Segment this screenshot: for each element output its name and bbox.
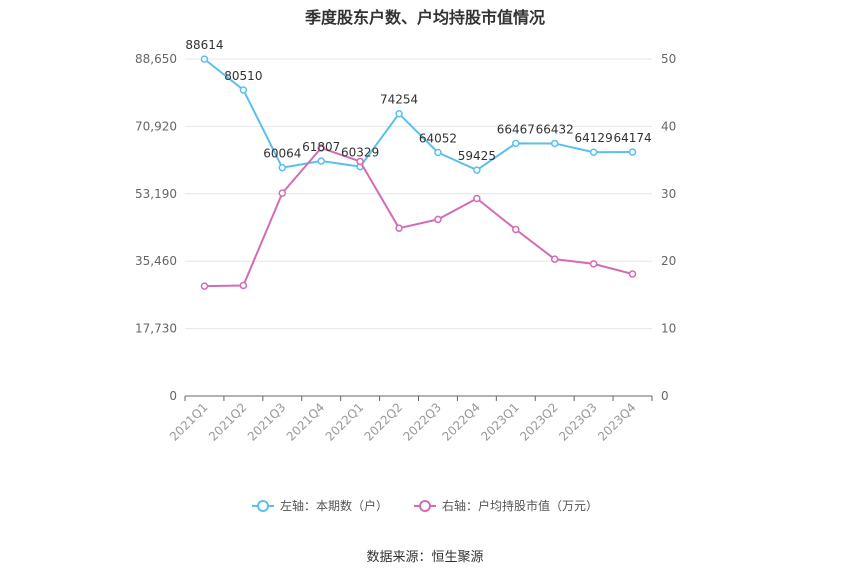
data-point <box>589 148 598 156</box>
data-point <box>512 225 520 234</box>
legend: 左轴：本期数（户） 右轴：户均持股市值（万元） <box>0 497 850 514</box>
data-label: 61807 <box>302 140 340 154</box>
right-axis-tick-label: 40 <box>661 119 676 133</box>
right-axis-tick-label: 20 <box>661 254 676 268</box>
series-layer <box>200 55 637 290</box>
x-axis-tick-label: 2021Q4 <box>284 400 328 444</box>
right-axis-tick-label: 50 <box>661 52 676 66</box>
left-axis-tick-label: 17,730 <box>135 322 177 336</box>
data-point <box>628 270 637 278</box>
left-axis-tick-label: 53,190 <box>135 187 177 201</box>
x-axis-tick-label: 2022Q1 <box>323 400 367 444</box>
legend-label-households: 左轴：本期数（户） <box>279 499 388 513</box>
data-label: 64174 <box>613 131 651 145</box>
data-point <box>473 194 481 203</box>
data-point <box>589 260 598 268</box>
legend-swatch-avg-market-value <box>414 499 436 512</box>
data-point <box>317 144 325 152</box>
x-axis-tick-label: 2022Q4 <box>439 400 483 444</box>
data-label: 59425 <box>458 149 496 163</box>
left-axis-tick-label: 70,920 <box>135 119 177 133</box>
series-line-1 <box>204 146 633 288</box>
data-label: 66432 <box>536 122 574 136</box>
x-axis-tick-label: 2021Q3 <box>245 400 289 444</box>
left-axis-tick-label: 35,460 <box>135 254 177 268</box>
grid-layer <box>185 58 652 330</box>
data-point <box>395 109 403 118</box>
data-point <box>473 166 481 174</box>
x-axis-tick-label: 2023Q1 <box>478 400 522 444</box>
legend-item-avg-market-value[interactable]: 右轴：户均持股市值（万元） <box>414 497 598 514</box>
data-label: 60064 <box>263 147 301 161</box>
data-label: 74254 <box>380 93 418 107</box>
left-axis-tick-label: 88,650 <box>135 52 177 66</box>
x-axis-tick-label: 2021Q1 <box>167 400 211 444</box>
right-axis-tick-label: 10 <box>661 322 676 336</box>
data-point <box>628 148 637 156</box>
data-point <box>434 215 442 224</box>
axis-layer: 0 0 17,730 10 35,460 20 53,190 30 70,920 40 88,650… <box>135 52 676 444</box>
x-axis-tick-label: 2022Q2 <box>362 400 406 444</box>
data-point <box>317 157 325 165</box>
data-label: 64052 <box>419 132 457 146</box>
data-point <box>434 148 442 157</box>
data-label: 80510 <box>224 69 262 83</box>
data-point <box>200 55 209 63</box>
x-axis-tick-label: 2023Q2 <box>517 400 561 444</box>
data-point <box>550 139 559 148</box>
legend-item-households[interactable]: 左轴：本期数（户） <box>251 497 388 514</box>
data-point <box>395 224 403 232</box>
x-axis-tick-label: 2022Q3 <box>401 400 445 444</box>
x-axis-tick-label: 2023Q4 <box>595 400 639 444</box>
x-axis-tick-label: 2021Q2 <box>206 400 250 444</box>
data-label: 66467 <box>497 122 535 136</box>
left-axis-tick-label: 0 <box>169 389 177 403</box>
right-axis-tick-label: 0 <box>661 389 669 403</box>
data-label: 64129 <box>575 131 613 145</box>
data-point <box>239 281 248 290</box>
data-point <box>278 189 287 197</box>
data-label-layer: 88614 80510 60064 61807 60329 74254 6405259425… <box>185 38 651 163</box>
chart-title: 季度股东户数、户均持股市值情况 <box>304 8 545 27</box>
data-point <box>200 282 209 290</box>
right-axis-tick-label: 30 <box>661 187 676 201</box>
data-point <box>278 163 287 172</box>
data-source-note: 数据来源：恒生聚源 <box>366 550 484 565</box>
data-point <box>512 139 520 148</box>
data-label: 60329 <box>341 146 379 160</box>
data-point <box>239 86 248 94</box>
legend-swatch-households <box>251 499 274 512</box>
data-point <box>356 157 364 166</box>
series-line-0 <box>203 58 633 172</box>
x-axis-tick-label: 2023Q3 <box>556 400 600 444</box>
data-point <box>550 255 559 263</box>
legend-label-avg-market-value: 右轴：户均持股市值（万元） <box>442 499 599 513</box>
data-label: 88614 <box>185 38 223 52</box>
